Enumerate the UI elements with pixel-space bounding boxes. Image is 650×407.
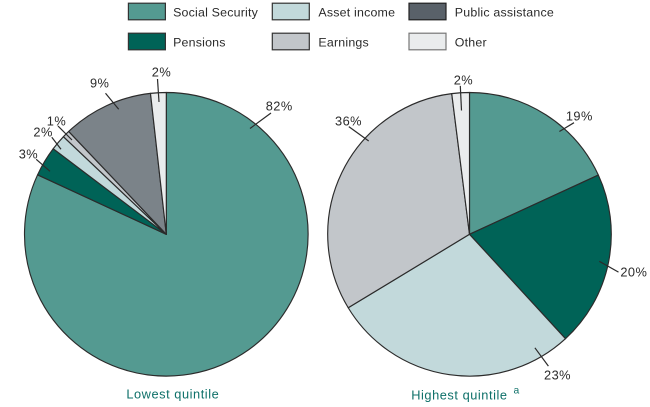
svg-text:1%: 1% (47, 113, 66, 128)
svg-text:2%: 2% (152, 65, 171, 80)
svg-text:a: a (514, 386, 520, 397)
svg-text:Public assistance: Public assistance (455, 6, 554, 20)
svg-text:9%: 9% (90, 76, 109, 91)
svg-text:2%: 2% (33, 124, 52, 139)
svg-text:20%: 20% (620, 265, 647, 280)
svg-text:Other: Other (455, 36, 487, 50)
svg-text:2%: 2% (454, 72, 473, 87)
svg-text:Pensions: Pensions (173, 36, 226, 50)
svg-text:Highest quintile: Highest quintile (411, 387, 507, 402)
svg-text:Asset income: Asset income (318, 6, 395, 20)
svg-text:36%: 36% (335, 114, 362, 129)
svg-text:23%: 23% (544, 368, 571, 383)
svg-text:19%: 19% (566, 108, 593, 123)
svg-text:Lowest quintile: Lowest quintile (126, 386, 219, 401)
svg-text:Social Security: Social Security (173, 6, 259, 20)
svg-text:82%: 82% (266, 99, 293, 114)
svg-text:Earnings: Earnings (318, 36, 369, 50)
svg-text:3%: 3% (19, 146, 38, 161)
